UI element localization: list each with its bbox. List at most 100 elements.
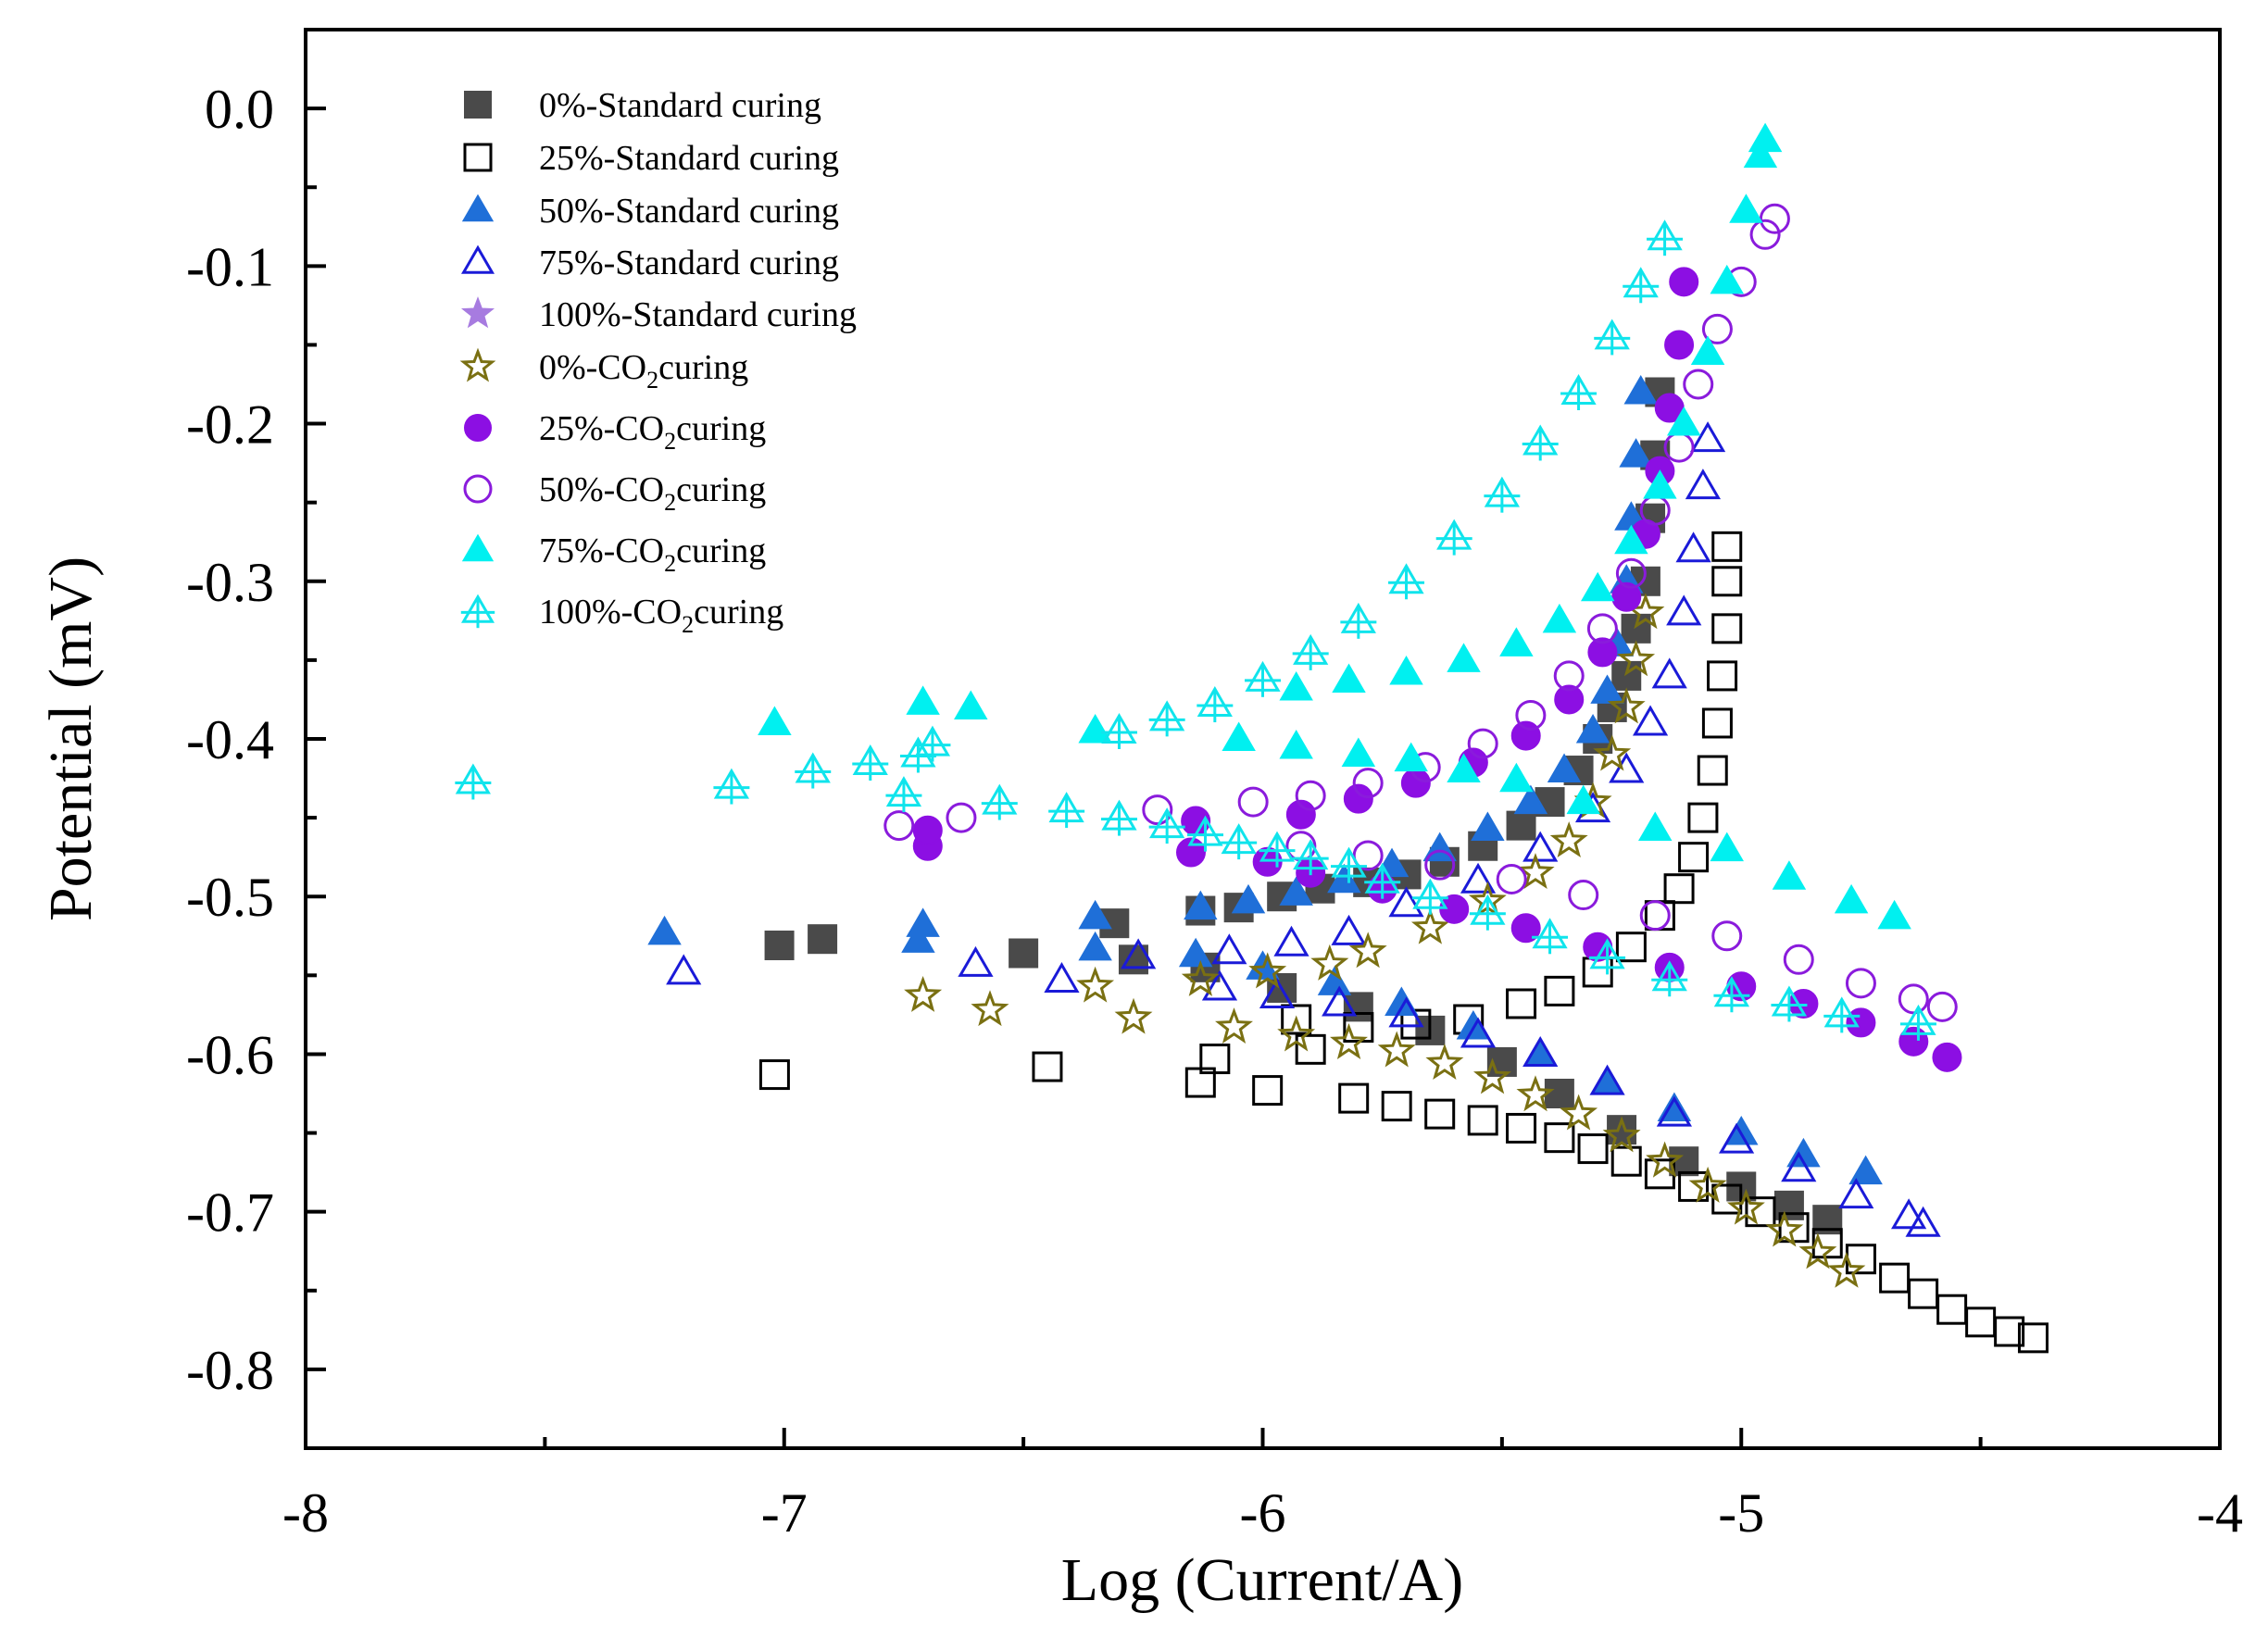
data-point [1711,531,1743,562]
data-point [1044,961,1080,993]
legend-label: 100%-Standard curing [539,295,857,334]
data-point [1701,313,1733,344]
data-point [1834,883,1869,914]
data-point [1687,802,1719,833]
data-point [1506,810,1536,841]
legend-item: 75%-CO2curing [461,531,766,577]
series-3 [666,421,1941,1237]
data-point [1701,707,1733,739]
data-point [1602,1116,1641,1153]
legend-marker [460,244,495,274]
data-point [1726,1188,1765,1225]
data-point [1544,1079,1574,1108]
data-point [1749,219,1781,250]
data-point [1114,997,1153,1034]
data-point [1745,1196,1776,1228]
data-point [1811,1228,1843,1259]
data-point [1388,563,1425,600]
data-point [666,954,702,985]
data-point [1656,1095,1693,1127]
legend-marker [460,296,495,329]
x-tick-label: -7 [761,1482,808,1544]
data-point [1879,1262,1911,1294]
data-point [1148,807,1185,844]
legend-marker [460,594,495,629]
data-point [1743,138,1778,169]
data-point [1447,753,1481,783]
data-point [1690,335,1725,365]
legend-item: 25%-Standard curing [463,139,839,178]
data-point [1542,603,1577,633]
data-point [1273,925,1309,957]
data-point [1697,755,1728,786]
data-point [1499,762,1534,793]
data-point [1798,1232,1837,1269]
data-point [1713,976,1750,1013]
y-tick-label: -0.1 [186,236,274,297]
data-point [1197,686,1234,723]
data-point [914,725,951,762]
data-point [1338,1082,1370,1114]
data-point [883,810,915,842]
data-point [1772,860,1807,890]
data-point [1688,1166,1727,1203]
data-point [1400,768,1431,798]
data-point [1510,913,1541,944]
data-point [1389,656,1423,685]
data-point [1559,1094,1598,1131]
data-point [1277,1015,1316,1052]
data-point [1221,823,1258,860]
data-point [764,930,795,960]
data-point [1506,1112,1537,1144]
y-tick-label: -0.4 [186,709,274,770]
data-point [1513,784,1548,815]
data-point [1994,1316,2025,1347]
data-point [1279,730,1313,759]
data-point [1586,613,1618,644]
data-point [1580,571,1615,602]
data-point [1231,883,1266,914]
data-point [1460,862,1497,894]
data-point [1729,194,1763,223]
legend-label: 50%-CO2curing [539,470,766,516]
data-point [1522,424,1559,461]
data-point [1566,784,1600,815]
legend-item: 50%-CO2curing [463,470,766,516]
data-point [1522,1035,1559,1067]
data-point [1845,968,1876,999]
data-point [1310,944,1349,981]
legend-item: 100%-CO2curing [460,593,783,638]
data-point [1516,853,1555,890]
legend-item: 25%-CO2curing [464,409,766,455]
data-point [1364,862,1401,899]
data-point [1181,959,1220,996]
data-point [647,915,682,945]
data-point [1711,566,1743,597]
data-point [1899,1004,1936,1041]
data-point [1611,581,1642,612]
data-point [1643,469,1677,499]
data-point [1467,1105,1498,1136]
legend-item: 0%-Standard curing [464,86,821,125]
data-point [1908,1278,1939,1309]
data-point [1623,267,1660,304]
data-point [1711,613,1743,644]
data-point [1623,375,1658,405]
x-tick-label: -8 [282,1482,329,1544]
data-point [1211,933,1247,965]
data-point [906,685,940,715]
data-point [1199,1044,1231,1075]
data-point [1352,840,1384,871]
data-point [1553,660,1585,692]
data-point [1646,1141,1685,1178]
data-point [1781,1151,1817,1182]
data-point [1327,863,1361,894]
data-point [1848,1155,1883,1185]
data-point [1759,203,1790,234]
data-point [1765,1210,1804,1247]
data-point [1664,330,1695,360]
data-point [1148,700,1185,737]
data-point [1590,674,1624,704]
data-point [1381,1091,1412,1122]
